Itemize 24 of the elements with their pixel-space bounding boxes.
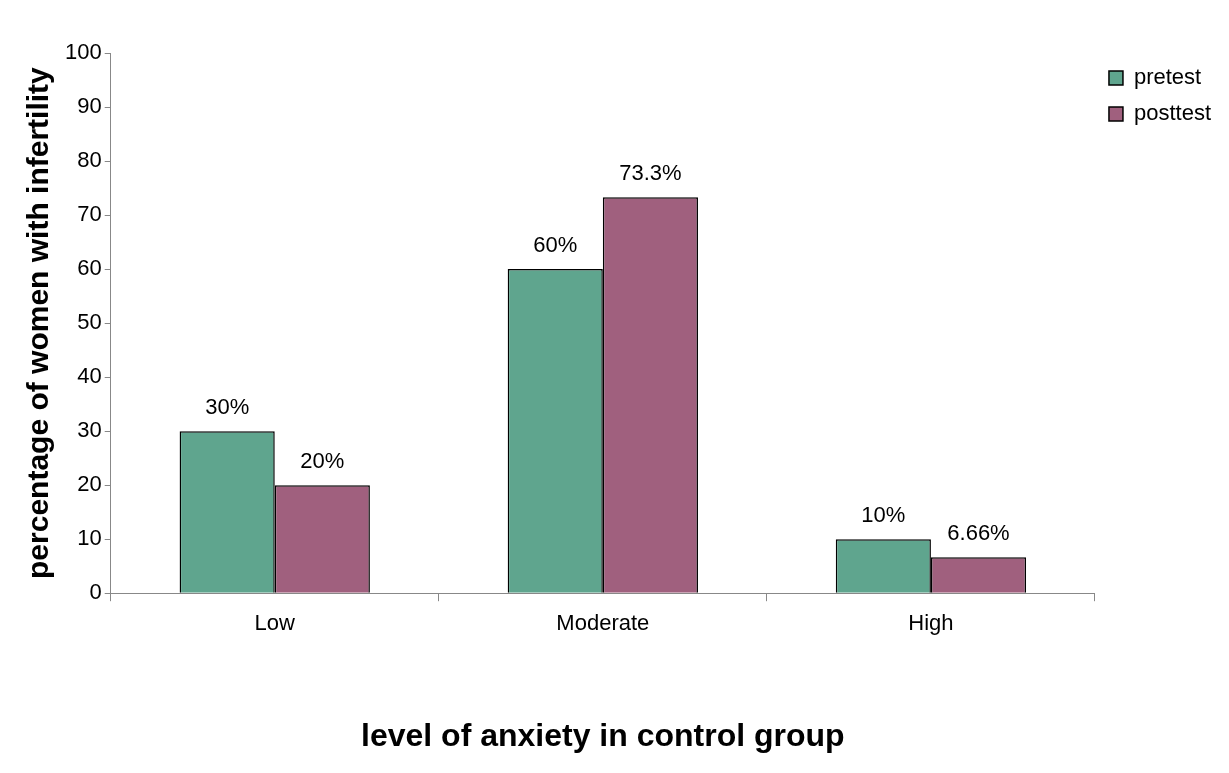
y-tick-label: 100 xyxy=(64,39,102,65)
y-tick-label: 20 xyxy=(77,471,102,497)
data-label: 73.3% xyxy=(619,160,682,186)
y-tick-label: 70 xyxy=(77,201,102,227)
data-label: 10% xyxy=(861,502,906,528)
x-tick-label: Moderate xyxy=(556,610,650,636)
data-label: 30% xyxy=(205,394,250,420)
y-tick-label: 50 xyxy=(77,309,102,335)
x-tick-label: Low xyxy=(254,610,296,636)
x-tick-label: High xyxy=(908,610,954,636)
legend-label: pretest xyxy=(1133,64,1202,90)
data-label: 60% xyxy=(533,232,578,258)
data-label: 6.66% xyxy=(947,520,1010,546)
data-label: 20% xyxy=(300,448,345,474)
y-tick-label: 80 xyxy=(77,147,102,173)
y-tick-label: 60 xyxy=(77,255,102,281)
y-tick-label: 0 xyxy=(89,579,102,605)
y-axis-title: percentage of women with infertility xyxy=(21,66,55,579)
y-tick-label: 40 xyxy=(77,363,102,389)
y-tick-label: 90 xyxy=(77,93,102,119)
legend-label: posttest xyxy=(1133,100,1211,126)
x-axis-title: level of anxiety in control group xyxy=(361,716,845,753)
y-tick-label: 30 xyxy=(77,417,102,443)
y-tick-label: 10 xyxy=(77,525,102,551)
